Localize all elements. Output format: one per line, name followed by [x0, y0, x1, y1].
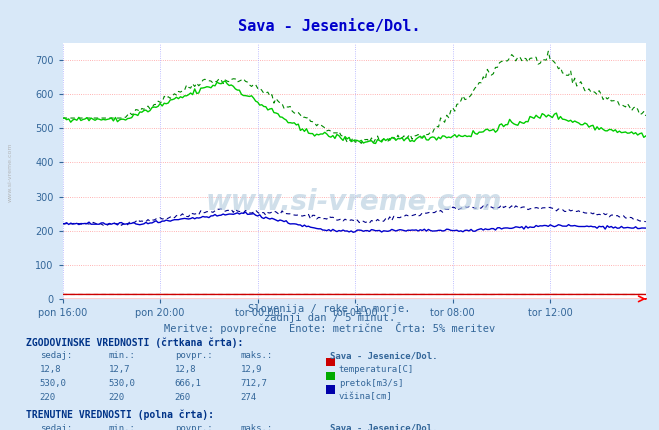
Text: www.si-vreme.com: www.si-vreme.com	[8, 142, 13, 202]
Text: 220: 220	[40, 393, 55, 402]
Text: 12,8: 12,8	[40, 365, 61, 374]
Text: 530,0: 530,0	[40, 379, 67, 388]
Text: maks.:: maks.:	[241, 351, 273, 360]
Text: www.si-vreme.com: www.si-vreme.com	[206, 187, 502, 215]
Text: 712,7: 712,7	[241, 379, 268, 388]
Text: povpr.:: povpr.:	[175, 351, 212, 360]
Text: 12,9: 12,9	[241, 365, 262, 374]
Text: 260: 260	[175, 393, 190, 402]
Text: zadnji dan / 5 minut.: zadnji dan / 5 minut.	[264, 313, 395, 323]
Text: Meritve: povprečne  Enote: metrične  Črta: 5% meritev: Meritve: povprečne Enote: metrične Črta:…	[164, 322, 495, 334]
Text: povpr.:: povpr.:	[175, 424, 212, 430]
Text: 12,8: 12,8	[175, 365, 196, 374]
Text: 666,1: 666,1	[175, 379, 202, 388]
Text: temperatura[C]: temperatura[C]	[339, 365, 414, 374]
Text: Sava - Jesenice/Dol.: Sava - Jesenice/Dol.	[330, 424, 437, 430]
Text: min.:: min.:	[109, 424, 136, 430]
Text: Sava - Jesenice/Dol.: Sava - Jesenice/Dol.	[239, 19, 420, 34]
Text: 12,7: 12,7	[109, 365, 130, 374]
Text: maks.:: maks.:	[241, 424, 273, 430]
Text: min.:: min.:	[109, 351, 136, 360]
Text: 220: 220	[109, 393, 125, 402]
Text: pretok[m3/s]: pretok[m3/s]	[339, 379, 403, 388]
Text: ZGODOVINSKE VREDNOSTI (črtkana črta):: ZGODOVINSKE VREDNOSTI (črtkana črta):	[26, 338, 244, 348]
Text: TRENUTNE VREDNOSTI (polna črta):: TRENUTNE VREDNOSTI (polna črta):	[26, 410, 214, 420]
Text: sedaj:: sedaj:	[40, 424, 72, 430]
Text: Slovenija / reke in morje.: Slovenija / reke in morje.	[248, 304, 411, 314]
Text: višina[cm]: višina[cm]	[339, 393, 393, 402]
Text: sedaj:: sedaj:	[40, 351, 72, 360]
Text: 274: 274	[241, 393, 256, 402]
Text: Sava - Jesenice/Dol.: Sava - Jesenice/Dol.	[330, 351, 437, 360]
Text: 530,0: 530,0	[109, 379, 136, 388]
